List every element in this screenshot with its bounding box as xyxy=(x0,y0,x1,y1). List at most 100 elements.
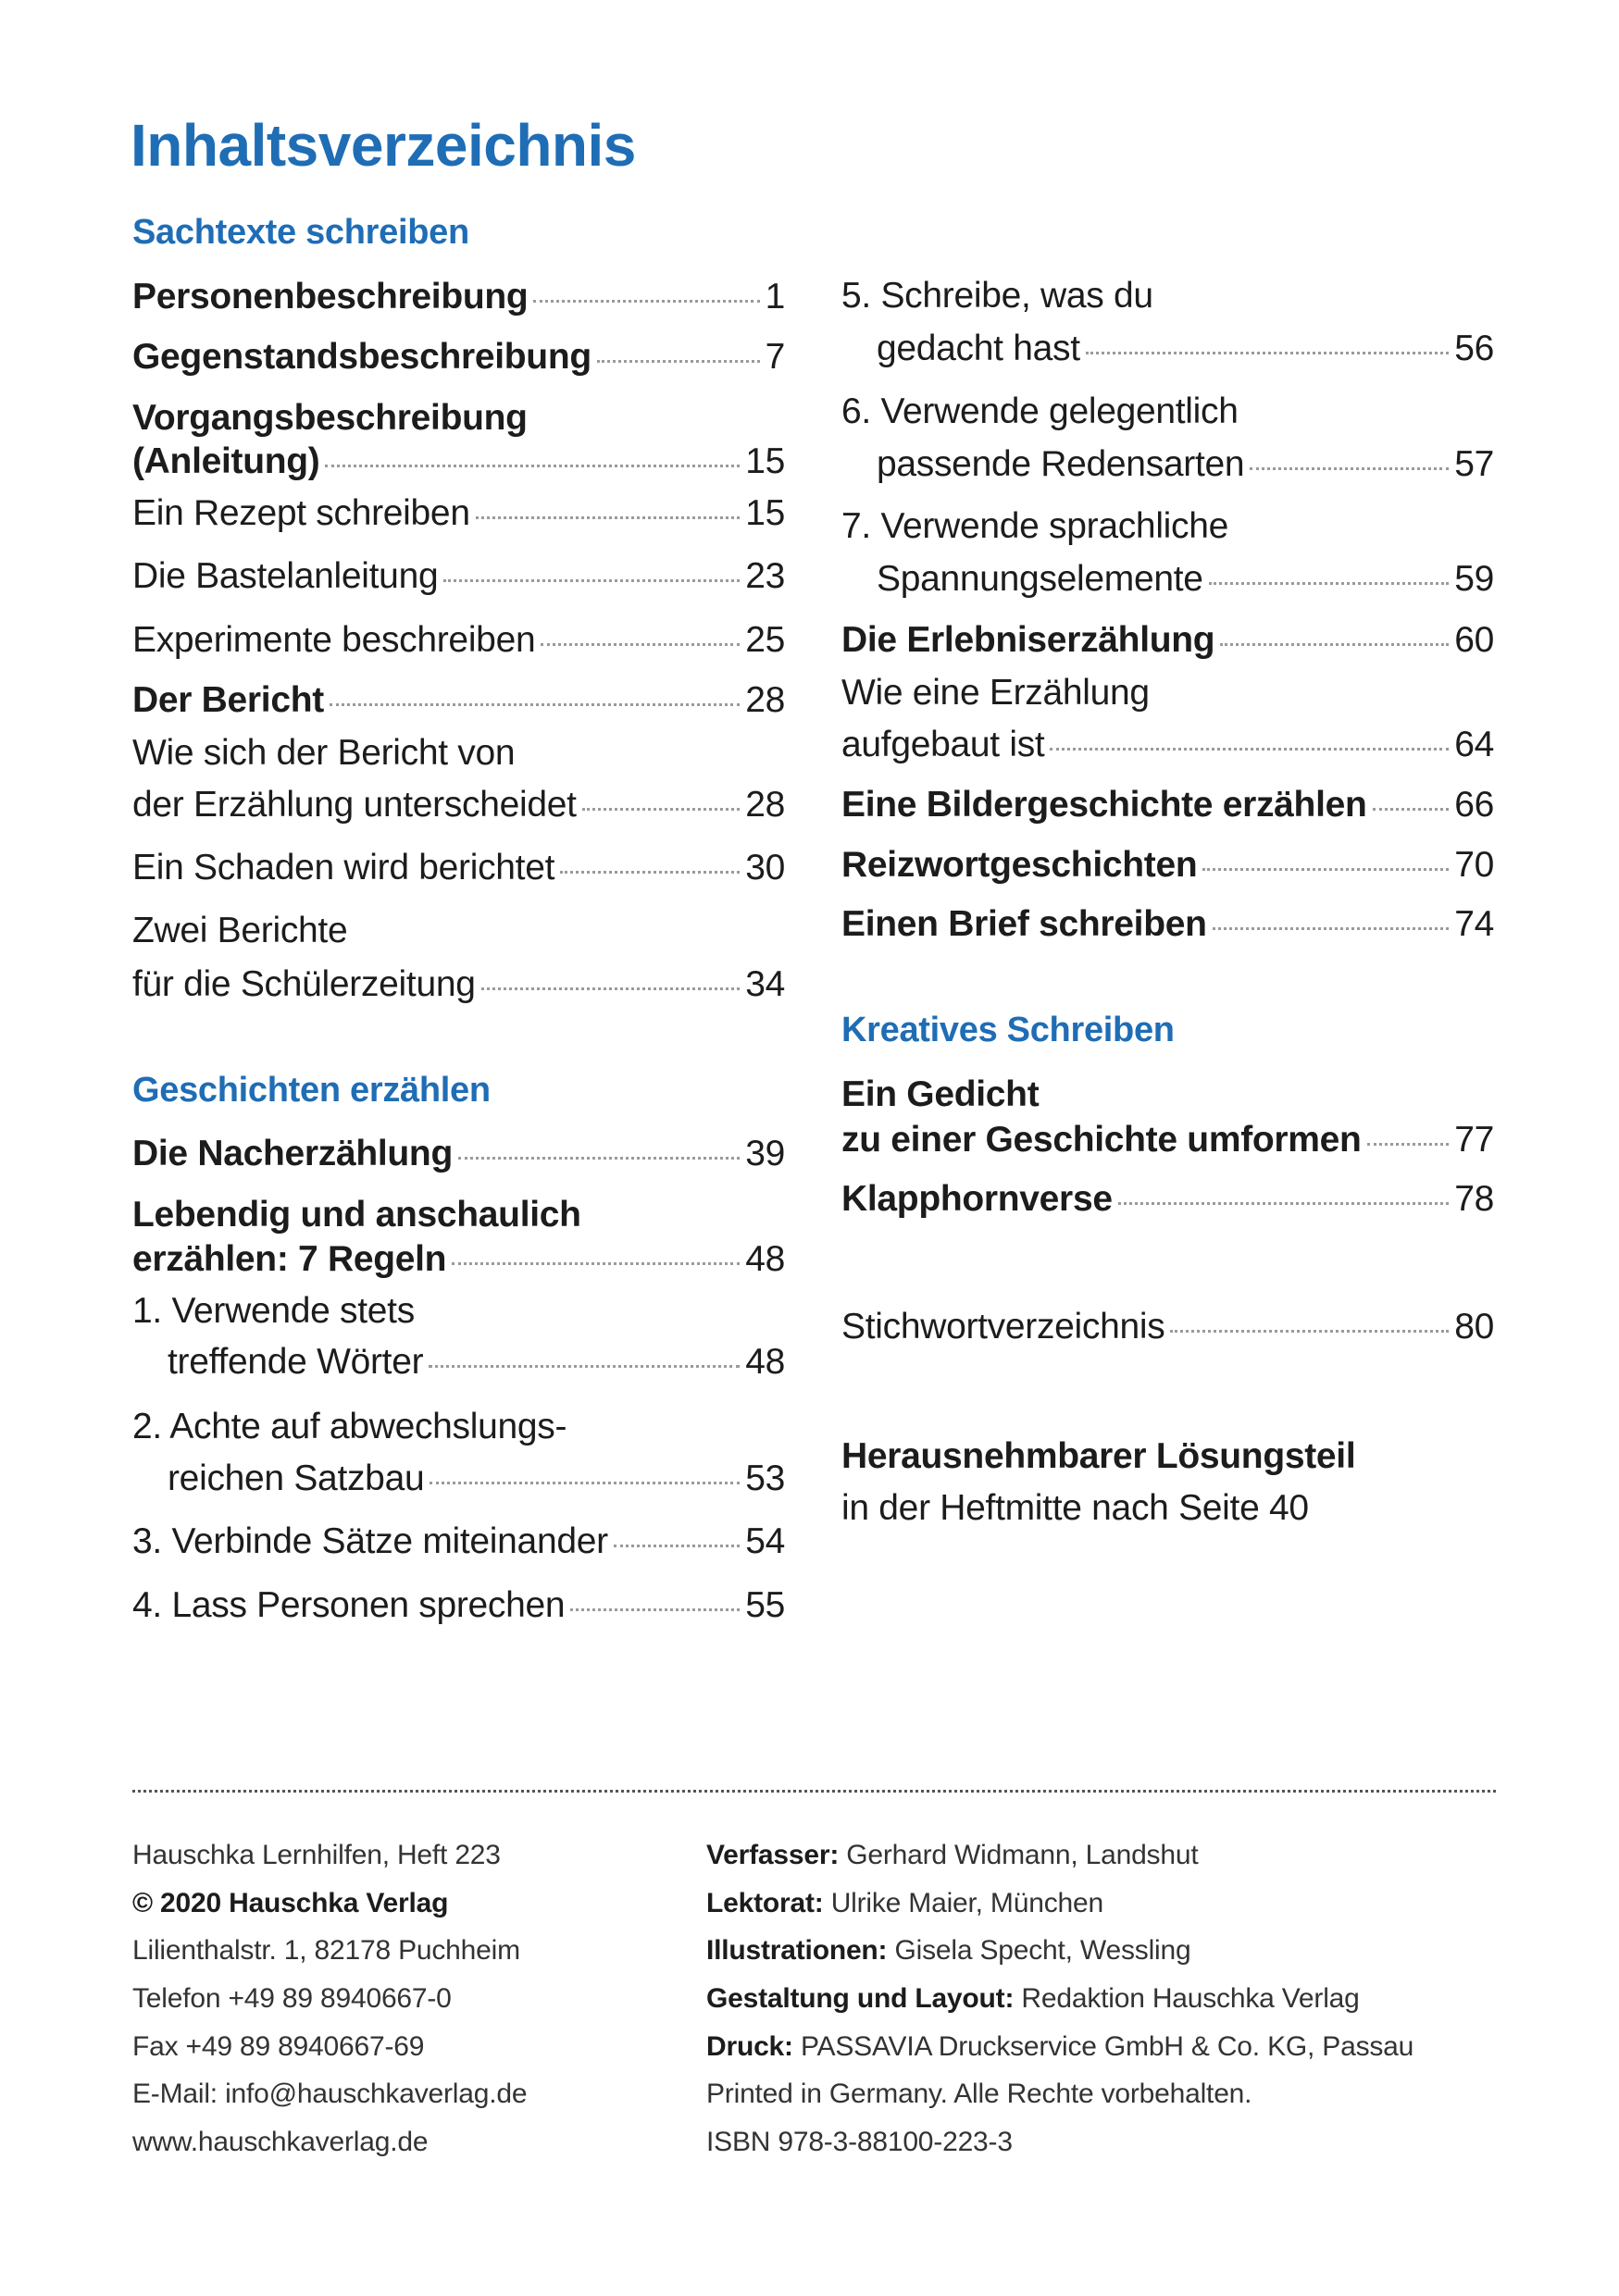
dot-leader xyxy=(1250,467,1450,471)
toc-entry[interactable]: Ein Gedicht xyxy=(841,1072,1040,1118)
page-number: 80 xyxy=(1454,1307,1494,1347)
dot-leader xyxy=(1085,351,1450,354)
toc-entry[interactable]: Die Bastelanleitung 23 xyxy=(132,553,785,600)
entry-title: erzählen: 7 Regeln xyxy=(132,1239,447,1280)
imprint-value: Printed in Germany. Alle Rechte vorbehal… xyxy=(706,2079,1252,2110)
toc-entry[interactable]: der Erzählung unterscheidet 28 xyxy=(132,782,785,828)
page-number: 34 xyxy=(745,963,785,1004)
toc-entry[interactable]: erzählen: 7 Regeln 48 xyxy=(132,1236,785,1283)
note-line: Herausnehmbarer Lösungsteil xyxy=(841,1433,1356,1480)
page-number: 39 xyxy=(745,1133,785,1173)
toc-entry[interactable]: 7. Verwende sprachliche xyxy=(841,503,1228,550)
toc-entry[interactable]: Ein Schaden wird berichtet 30 xyxy=(132,845,785,891)
toc-entry[interactable]: aufgebaut ist 64 xyxy=(841,722,1494,768)
page-number: 28 xyxy=(745,679,785,720)
toc-entry[interactable]: Einen Brief schreiben 74 xyxy=(841,901,1494,948)
entry-title: 5. Schreibe, was du xyxy=(841,275,1153,316)
entry-title: 2. Achte auf abwechslungs- xyxy=(132,1407,567,1447)
entry-title: Wie sich der Bericht von xyxy=(132,733,516,774)
imprint-value: Gerhard Widmann, Landshut xyxy=(839,1839,1199,1870)
imprint-label: Druck: xyxy=(706,2030,793,2062)
toc-entry[interactable]: Zwei Berichte xyxy=(132,908,348,954)
imprint-line: www.hauschkaverlag.de xyxy=(132,2124,429,2161)
toc-entry[interactable]: Die Erlebniserzählung 60 xyxy=(841,617,1494,664)
dot-leader xyxy=(570,1607,741,1611)
page-number: 77 xyxy=(1454,1120,1494,1160)
page-number: 53 xyxy=(745,1458,785,1498)
toc-entry[interactable]: 1. Verwende stets xyxy=(132,1288,415,1334)
dot-leader xyxy=(541,642,741,646)
entry-title: 7. Verwende sprachliche xyxy=(841,506,1229,547)
toc-entry[interactable]: Wie eine Erzählung xyxy=(841,670,1150,716)
toc-entry[interactable]: gedacht hast 56 xyxy=(877,326,1494,372)
imprint-value[interactable]: www.hauschkaverlag.de xyxy=(132,2127,429,2158)
dot-leader xyxy=(329,702,741,706)
dot-leader xyxy=(581,807,741,811)
toc-entry[interactable]: Der Bericht 28 xyxy=(132,677,785,724)
toc-entry[interactable]: 4. Lass Personen sprechen 55 xyxy=(132,1582,785,1629)
imprint-line: Fax +49 89 8940667-69 xyxy=(132,2029,424,2066)
page-title: Inhaltsverzeichnis xyxy=(131,112,636,179)
imprint-label: Gestaltung und Layout: xyxy=(706,1983,1015,2014)
toc-entry[interactable]: Die Nacherzählung 39 xyxy=(132,1131,785,1177)
toc-entry[interactable]: Gegenstandsbeschreibung 7 xyxy=(132,334,785,380)
page-number: 23 xyxy=(745,556,785,597)
toc-entry[interactable]: Vorgangsbeschreibung xyxy=(132,395,528,441)
imprint-label: Verfasser: xyxy=(706,1839,840,1870)
toc-entry[interactable]: Reizwortgeschichten 70 xyxy=(841,842,1494,888)
page-number: 48 xyxy=(745,1239,785,1280)
toc-entry[interactable]: Lebendig und anschaulich xyxy=(132,1192,581,1238)
imprint-label: Lektorat: xyxy=(706,1887,824,1918)
toc-entry[interactable]: (Anleitung) 15 xyxy=(132,439,785,485)
dot-leader xyxy=(1366,1143,1450,1147)
entry-title: Lebendig und anschaulich xyxy=(132,1195,581,1235)
dot-leader xyxy=(475,515,741,519)
toc-entry[interactable]: Wie sich der Bericht von xyxy=(132,730,516,776)
page-number: 66 xyxy=(1454,784,1494,825)
entry-title: treffende Wörter xyxy=(168,1342,424,1383)
toc-entry[interactable]: 2. Achte auf abwechslungs- xyxy=(132,1404,567,1450)
page-number: 78 xyxy=(1454,1178,1494,1219)
dot-leader xyxy=(1202,867,1450,871)
imprint-line: Gestaltung und Layout: Redaktion Hauschk… xyxy=(706,1980,1360,2017)
entry-title: Spannungselemente xyxy=(877,559,1203,600)
toc-entry[interactable]: Experimente beschreiben 25 xyxy=(132,617,785,664)
toc-entry[interactable]: Stichwortverzeichnis 80 xyxy=(841,1304,1494,1350)
toc-entry[interactable]: Klapphornverse 78 xyxy=(841,1176,1494,1222)
entry-title: der Erzählung unterscheidet xyxy=(132,784,577,825)
toc-entry[interactable]: 6. Verwende gelegentlich xyxy=(841,389,1239,435)
entry-title: Experimente beschreiben xyxy=(132,619,536,660)
toc-entry[interactable]: reichen Satzbau 53 xyxy=(168,1456,785,1502)
entry-title: Ein Rezept schreiben xyxy=(132,492,470,533)
imprint-value: Lilienthalstr. 1, 82178 Puchheim xyxy=(132,1935,520,1967)
imprint-value[interactable]: E-Mail: info@hauschkaverlag.de xyxy=(132,2079,528,2110)
toc-entry[interactable]: Ein Rezept schreiben 15 xyxy=(132,490,785,537)
toc-entry[interactable]: 5. Schreibe, was du xyxy=(841,273,1153,319)
dot-leader xyxy=(613,1545,741,1548)
entry-title: zu einer Geschichte umformen xyxy=(841,1120,1362,1160)
entry-title: Die Bastelanleitung xyxy=(132,556,439,597)
toc-entry[interactable]: Eine Bildergeschichte erzählen 66 xyxy=(841,782,1494,828)
toc-entry[interactable]: Personenbeschreibung 1 xyxy=(132,274,785,320)
entry-title: in der Heftmitte nach Seite 40 xyxy=(841,1487,1309,1528)
page-number: 60 xyxy=(1454,619,1494,660)
page-number: 1 xyxy=(765,277,786,317)
entry-title: Zwei Berichte xyxy=(132,911,348,951)
dot-leader xyxy=(533,300,760,304)
dot-leader xyxy=(430,1481,741,1484)
page-number: 15 xyxy=(745,441,785,482)
entry-title: Personenbeschreibung xyxy=(132,277,529,317)
dot-leader xyxy=(452,1262,741,1266)
toc-entry[interactable]: Spannungselemente 59 xyxy=(877,556,1494,602)
imprint-line: Hauschka Lernhilfen, Heft 223 xyxy=(132,1837,501,1874)
imprint-line: © 2020 Hauschka Verlag xyxy=(132,1885,448,1922)
dot-leader xyxy=(1208,582,1450,586)
imprint-line: Lilienthalstr. 1, 82178 Puchheim xyxy=(132,1932,520,1969)
toc-entry[interactable]: 3. Verbinde Sätze miteinander 54 xyxy=(132,1519,785,1565)
toc-entry[interactable]: passende Redensarten 57 xyxy=(877,441,1494,488)
dot-leader xyxy=(560,871,741,875)
toc-entry[interactable]: treffende Wörter 48 xyxy=(168,1339,785,1385)
toc-entry[interactable]: für die Schülerzeitung 34 xyxy=(132,962,785,1008)
toc-entry[interactable]: zu einer Geschichte umformen 77 xyxy=(841,1117,1494,1163)
entry-title: Klapphornverse xyxy=(841,1178,1113,1219)
